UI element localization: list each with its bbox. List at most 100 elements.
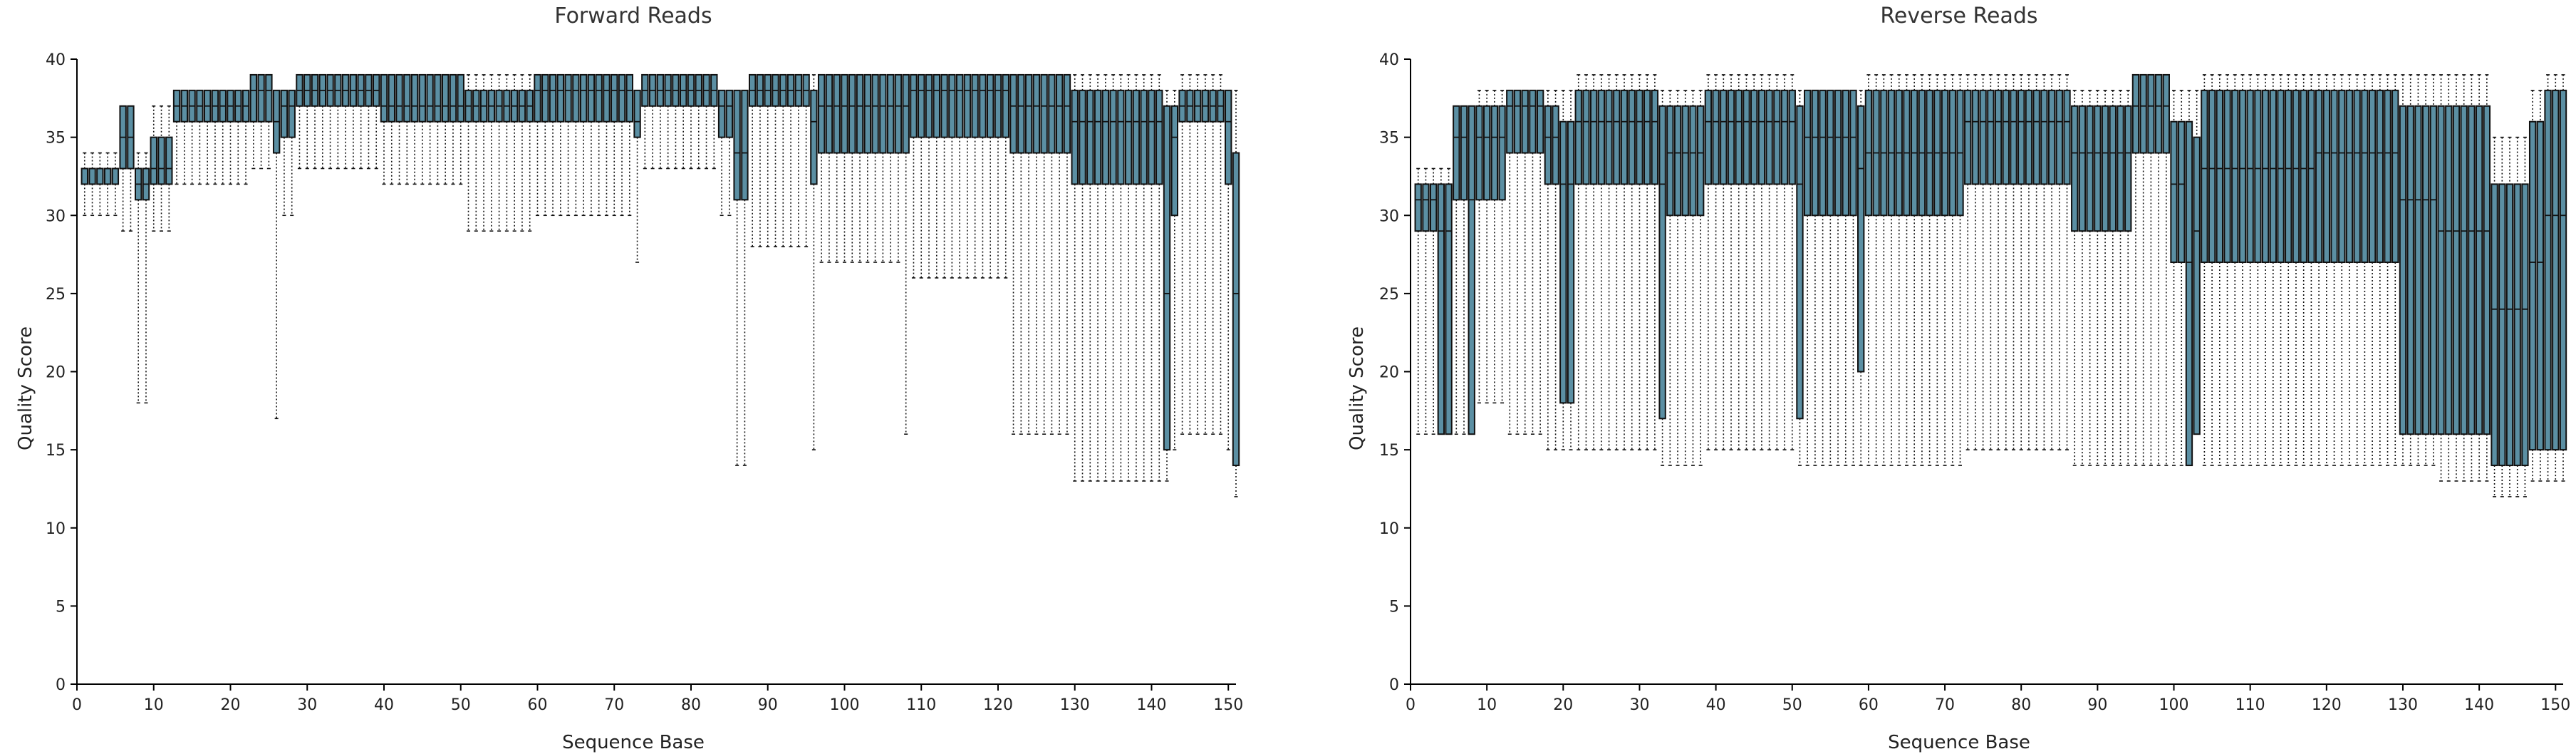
box-base-34	[1666, 90, 1674, 466]
x-tick-label: 0	[1406, 696, 1416, 714]
iqr-box	[1582, 89, 1590, 185]
box-base-63	[1887, 74, 1896, 466]
iqr-box	[1445, 183, 1453, 435]
iqr-box	[2170, 120, 2178, 264]
box-base-88	[2078, 90, 2087, 466]
box-base-1	[80, 152, 88, 217]
iqr-box	[918, 73, 925, 138]
iqr-box	[2368, 89, 2377, 264]
iqr-box	[1086, 89, 1094, 185]
box-base-65	[1903, 74, 1911, 466]
iqr-box	[603, 73, 611, 123]
box-base-91	[2101, 90, 2109, 466]
iqr-box	[994, 73, 1002, 138]
iqr-box	[2071, 105, 2079, 232]
y-tick-label: 5	[56, 598, 66, 616]
iqr-box	[1964, 89, 1972, 185]
box-base-126	[2368, 74, 2377, 466]
box-base-56	[1834, 89, 1842, 466]
iqr-box	[434, 73, 442, 123]
iqr-box	[549, 73, 557, 123]
box-base-62	[1880, 74, 1888, 466]
box-base-38	[1696, 90, 1705, 466]
box-base-127	[1048, 73, 1056, 435]
box-base-16	[1529, 89, 1537, 435]
box-base-37	[1689, 90, 1697, 466]
iqr-box	[810, 89, 818, 185]
iqr-box	[910, 73, 918, 138]
box-base-16	[196, 89, 204, 185]
box-base-99	[833, 73, 841, 263]
box-base-109	[910, 73, 918, 279]
iqr-box	[1475, 105, 1483, 201]
iqr-box	[2162, 73, 2170, 154]
plot-area: 0 5 10 15 20 25 30 35 40 0 10 20 30 40 50 60 70 80 90 100 11…	[1379, 51, 2570, 714]
box-base-144	[2505, 136, 2514, 497]
iqr-box	[2216, 89, 2223, 264]
iqr-box	[2429, 105, 2438, 435]
box-base-59	[526, 74, 534, 232]
box-base-89	[2086, 90, 2094, 466]
x-tick-label: 150	[2540, 696, 2570, 714]
box-base-20	[227, 89, 234, 185]
iqr-box	[410, 73, 419, 123]
box-base-92	[2109, 90, 2117, 466]
iqr-box	[2338, 89, 2346, 264]
box-base-76	[1987, 74, 1995, 450]
plot-area: 0 5 10 15 20 25 30 35 40 0 10 20 30 40 50 60 70 80 90 100 11…	[46, 51, 1243, 714]
iqr-box	[2201, 89, 2208, 264]
iqr-box	[2559, 89, 2567, 451]
x-tick-label: 70	[604, 696, 624, 714]
iqr-box	[2223, 89, 2231, 264]
box-base-119	[2315, 74, 2323, 466]
box-base-53	[1811, 89, 1819, 466]
box-base-95	[802, 73, 810, 247]
iqr-box	[564, 73, 572, 123]
box-base-15	[188, 89, 196, 185]
box-base-63	[556, 73, 565, 217]
iqr-box	[1460, 105, 1468, 201]
iqr-box	[541, 73, 549, 123]
iqr-box	[1079, 89, 1086, 185]
box-base-69	[603, 73, 611, 217]
iqr-box	[841, 73, 848, 154]
box-base-64	[1895, 74, 1903, 466]
y-tick-label: 30	[1379, 207, 1399, 225]
box-base-121	[2330, 74, 2338, 466]
box-base-117	[971, 73, 979, 279]
x-tick-label: 40	[374, 696, 394, 714]
chart-title: Reverse Reads	[1880, 4, 2037, 29]
iqr-box	[1117, 89, 1125, 185]
box-base-132	[1086, 74, 1094, 482]
box-base-18	[1544, 90, 1552, 450]
iqr-box	[2300, 89, 2307, 264]
box-base-102	[856, 73, 864, 263]
iqr-box	[1673, 105, 1682, 217]
box-base-9	[142, 152, 150, 404]
iqr-box	[2544, 89, 2552, 451]
box-base-2	[88, 152, 96, 217]
box-base-40	[1712, 74, 1720, 450]
box-base-105	[879, 73, 887, 263]
box-base-39	[1704, 74, 1713, 450]
x-tick-label: 130	[2388, 696, 2418, 714]
y-tick-label: 15	[1379, 442, 1399, 460]
box-base-138	[2460, 74, 2468, 482]
box-base-138	[1132, 74, 1141, 482]
box-base-46	[1757, 74, 1766, 450]
iqr-box	[1529, 89, 1537, 154]
iqr-box	[1689, 105, 1697, 217]
iqr-box	[1055, 73, 1064, 154]
box-base-90	[2094, 90, 2102, 466]
y-axis-label: Quality Score	[1346, 326, 1368, 450]
box-base-33	[326, 73, 334, 170]
iqr-box	[96, 167, 104, 185]
y-tick-label: 10	[1379, 520, 1399, 538]
iqr-box	[88, 167, 96, 185]
box-base-79	[2010, 74, 2017, 450]
iqr-box	[1124, 89, 1133, 185]
iqr-box	[856, 73, 864, 154]
iqr-box	[933, 73, 940, 138]
box-base-47	[1765, 74, 1773, 450]
y-tick-label: 40	[1379, 51, 1399, 69]
